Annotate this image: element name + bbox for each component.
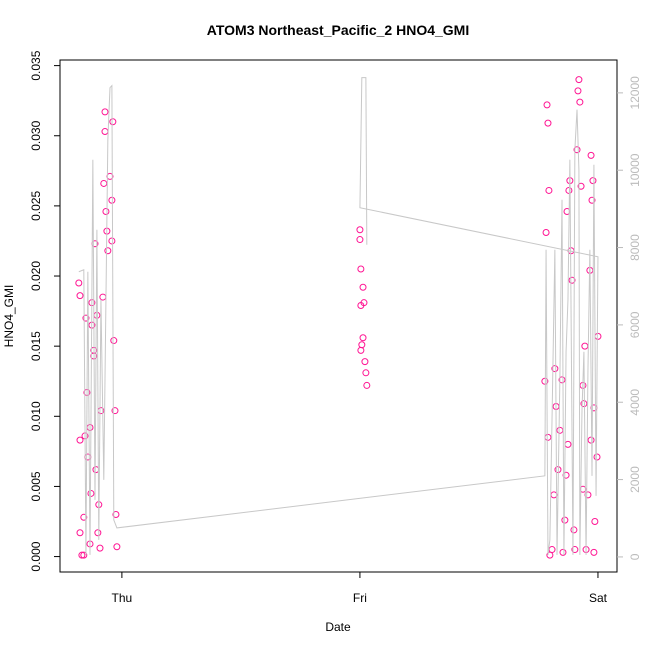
data-point xyxy=(568,276,576,284)
x-tick-label: Fri xyxy=(353,591,367,605)
y2-tick-label: 4000 xyxy=(628,389,642,416)
data-point xyxy=(101,128,109,136)
data-point xyxy=(544,433,552,441)
data-point xyxy=(76,529,84,537)
data-point xyxy=(543,101,551,109)
data-point xyxy=(75,279,83,287)
data-point xyxy=(559,548,567,556)
data-point xyxy=(78,551,86,559)
data-point xyxy=(542,229,550,237)
y2-tick-label: 0 xyxy=(628,553,642,560)
y-tick-label: 0.035 xyxy=(29,50,43,80)
data-point xyxy=(110,337,118,345)
data-point xyxy=(551,365,559,373)
data-point xyxy=(82,314,90,322)
data-point xyxy=(558,376,566,384)
data-point xyxy=(358,341,366,349)
data-point xyxy=(76,292,84,300)
y-tick-label: 0.010 xyxy=(29,401,43,431)
data-point xyxy=(359,283,367,291)
data-point xyxy=(94,529,102,537)
chart-title: ATOM3 Northeast_Pacific_2 HNO4_GMI xyxy=(207,22,469,38)
data-point xyxy=(76,436,84,444)
y2-tick-label: 12000 xyxy=(628,76,642,110)
data-point xyxy=(587,151,595,159)
data-point xyxy=(101,108,109,116)
data-point xyxy=(573,146,581,154)
data-point xyxy=(356,236,364,244)
data-point xyxy=(109,118,117,126)
data-point xyxy=(80,513,88,521)
y2-tick-label: 10000 xyxy=(628,153,642,187)
data-point xyxy=(550,491,558,499)
data-point xyxy=(357,265,365,273)
y-tick-label: 0.005 xyxy=(29,471,43,501)
data-point xyxy=(360,299,368,307)
data-point xyxy=(104,247,112,255)
data-point xyxy=(556,426,564,434)
data-point xyxy=(590,548,598,556)
y2-tick-label: 6000 xyxy=(628,311,642,338)
data-point xyxy=(111,407,119,415)
y2-tick-label: 8000 xyxy=(628,234,642,261)
data-point xyxy=(545,186,553,194)
data-point xyxy=(576,98,584,106)
data-point xyxy=(112,510,120,518)
data-point xyxy=(581,342,589,350)
data-point xyxy=(575,76,583,84)
data-point xyxy=(588,196,596,204)
data-point xyxy=(93,311,101,319)
data-point xyxy=(100,179,108,187)
y-tick-label: 0.030 xyxy=(29,120,43,150)
y2-tick-label: 2000 xyxy=(628,466,642,493)
y-axis-label: HNO4_GMI xyxy=(2,285,16,348)
data-point xyxy=(594,332,602,340)
data-point xyxy=(593,453,601,461)
data-point xyxy=(96,544,104,552)
plot-box xyxy=(59,59,618,573)
data-point xyxy=(363,381,371,389)
y-tick-label: 0.020 xyxy=(29,261,43,291)
data-point xyxy=(587,436,595,444)
data-point xyxy=(361,358,369,366)
x-tick-label: Sat xyxy=(589,591,608,605)
data-point xyxy=(544,119,552,127)
y-tick-label: 0.015 xyxy=(29,331,43,361)
data-line xyxy=(78,77,599,555)
data-point xyxy=(571,546,579,554)
data-point xyxy=(564,440,572,448)
data-point xyxy=(362,369,370,377)
data-point xyxy=(84,453,92,461)
x-axis-label: Date xyxy=(325,620,351,634)
data-point xyxy=(102,207,110,215)
data-point xyxy=(591,518,599,526)
data-point xyxy=(357,346,365,354)
data-point xyxy=(570,526,578,534)
data-point xyxy=(359,334,367,342)
data-point xyxy=(574,87,582,95)
y-tick-label: 0.000 xyxy=(29,541,43,571)
data-point xyxy=(113,543,121,551)
data-point xyxy=(589,177,597,185)
x-tick-label: Thu xyxy=(112,591,133,605)
data-point xyxy=(577,182,585,190)
data-point xyxy=(80,551,88,559)
y-tick-label: 0.025 xyxy=(29,191,43,221)
data-point xyxy=(561,516,569,524)
data-point xyxy=(108,237,116,245)
data-point xyxy=(548,546,556,554)
data-point xyxy=(86,424,94,432)
data-point xyxy=(99,293,107,301)
data-point xyxy=(580,400,588,408)
data-point xyxy=(565,186,573,194)
data-point xyxy=(356,226,364,234)
